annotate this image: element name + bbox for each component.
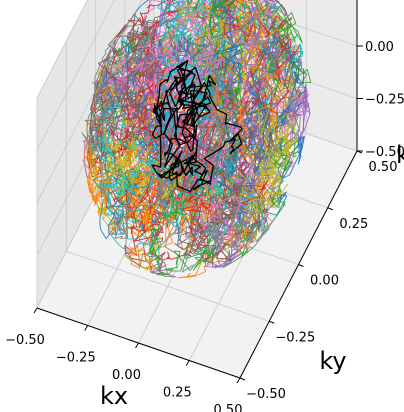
- grid-line: [36, 0, 89, 99]
- x-tick: [185, 360, 190, 366]
- trajectory-line: [184, 171, 253, 262]
- trajectory-line: [89, 59, 165, 143]
- trajectory-line: [192, 0, 230, 40]
- trajectory-line: [250, 137, 303, 233]
- x-tick-label: −0.25: [56, 351, 96, 366]
- trajectory-line: [255, 148, 282, 216]
- z-tick-label: −0.50: [365, 145, 404, 160]
- y-tick-label: −0.25: [275, 330, 315, 345]
- z-tick-label: 0.00: [365, 40, 394, 55]
- trajectory-line: [249, 87, 311, 193]
- y-tick: [356, 150, 363, 154]
- y-tick-label: 0.00: [310, 274, 339, 289]
- trajectory-line: [121, 190, 177, 278]
- y-tick: [269, 320, 275, 324]
- x-tick-label: −0.50: [5, 333, 45, 348]
- highlighted-trajectory: [151, 59, 243, 193]
- x-axis-label: kx: [100, 382, 128, 410]
- trajectory-line: [102, 154, 198, 228]
- grid-line: [36, 0, 116, 151]
- x-tick-label: 0.25: [163, 386, 192, 401]
- trajectory-line: [102, 87, 137, 188]
- trajectory-line: [197, 207, 245, 258]
- trajectory-line: [192, 114, 245, 235]
- trajectory-line: [230, 83, 307, 211]
- trajectory-line: [211, 0, 246, 103]
- x-tick: [33, 307, 38, 314]
- x-tick: [84, 325, 89, 331]
- trajectory-line: [88, 102, 157, 198]
- trajectory-line: [178, 145, 250, 238]
- z-tick-label: 0.25: [365, 0, 394, 3]
- axis-ticks: −0.50 −0.50 −0.50 −0.25 −0.25 −0.25 0.00 0.00 0.…: [5, 0, 404, 412]
- trajectory-line: [108, 157, 175, 260]
- trajectory-line: [148, 66, 221, 194]
- y-tick-label: −0.50: [246, 387, 286, 402]
- trajectory-line: [147, 175, 189, 276]
- y-tick: [298, 264, 304, 267]
- axis-labels: kx ky kz: [100, 141, 404, 410]
- x-tick: [135, 342, 139, 349]
- trajectory-line: [225, 0, 273, 66]
- x-tick-label: 0.00: [112, 368, 141, 383]
- trajectory-line: [97, 24, 143, 124]
- trajectory-line: [95, 35, 198, 110]
- z-tick-label: −0.25: [365, 93, 404, 108]
- trajectory-line: [117, 173, 163, 242]
- trajectory-line: [153, 86, 263, 187]
- x-tick-label: 0.50: [214, 403, 243, 412]
- trajectory-line: [188, 83, 229, 184]
- trajectory-line: [239, 126, 292, 243]
- y-tick-label: 0.25: [339, 217, 368, 232]
- y-tick: [239, 377, 246, 381]
- trajectory-line: [211, 0, 301, 83]
- trajectory-line: [107, 188, 153, 238]
- trajectory-line: [174, 33, 245, 64]
- y-tick: [327, 207, 333, 211]
- highlighted-trajectory-line: [151, 59, 243, 193]
- x-tick: [236, 377, 241, 384]
- trajectory-line: [238, 93, 305, 184]
- y-axis-label: ky: [319, 347, 346, 375]
- trajectory-line: [130, 0, 237, 63]
- trajectory-series: [81, 0, 312, 279]
- trajectory-line: [86, 147, 116, 217]
- trajectory-line: [225, 25, 299, 87]
- trajectory-line: [86, 55, 116, 147]
- trajectory-line: [236, 0, 267, 21]
- trajectory-line: [217, 101, 271, 177]
- trajectory-line: [174, 137, 233, 257]
- y-tick-label: 0.50: [369, 160, 398, 175]
- trajectory-line: [190, 196, 274, 251]
- z-axis-label: kz: [396, 141, 404, 169]
- trajectory-line: [94, 55, 165, 171]
